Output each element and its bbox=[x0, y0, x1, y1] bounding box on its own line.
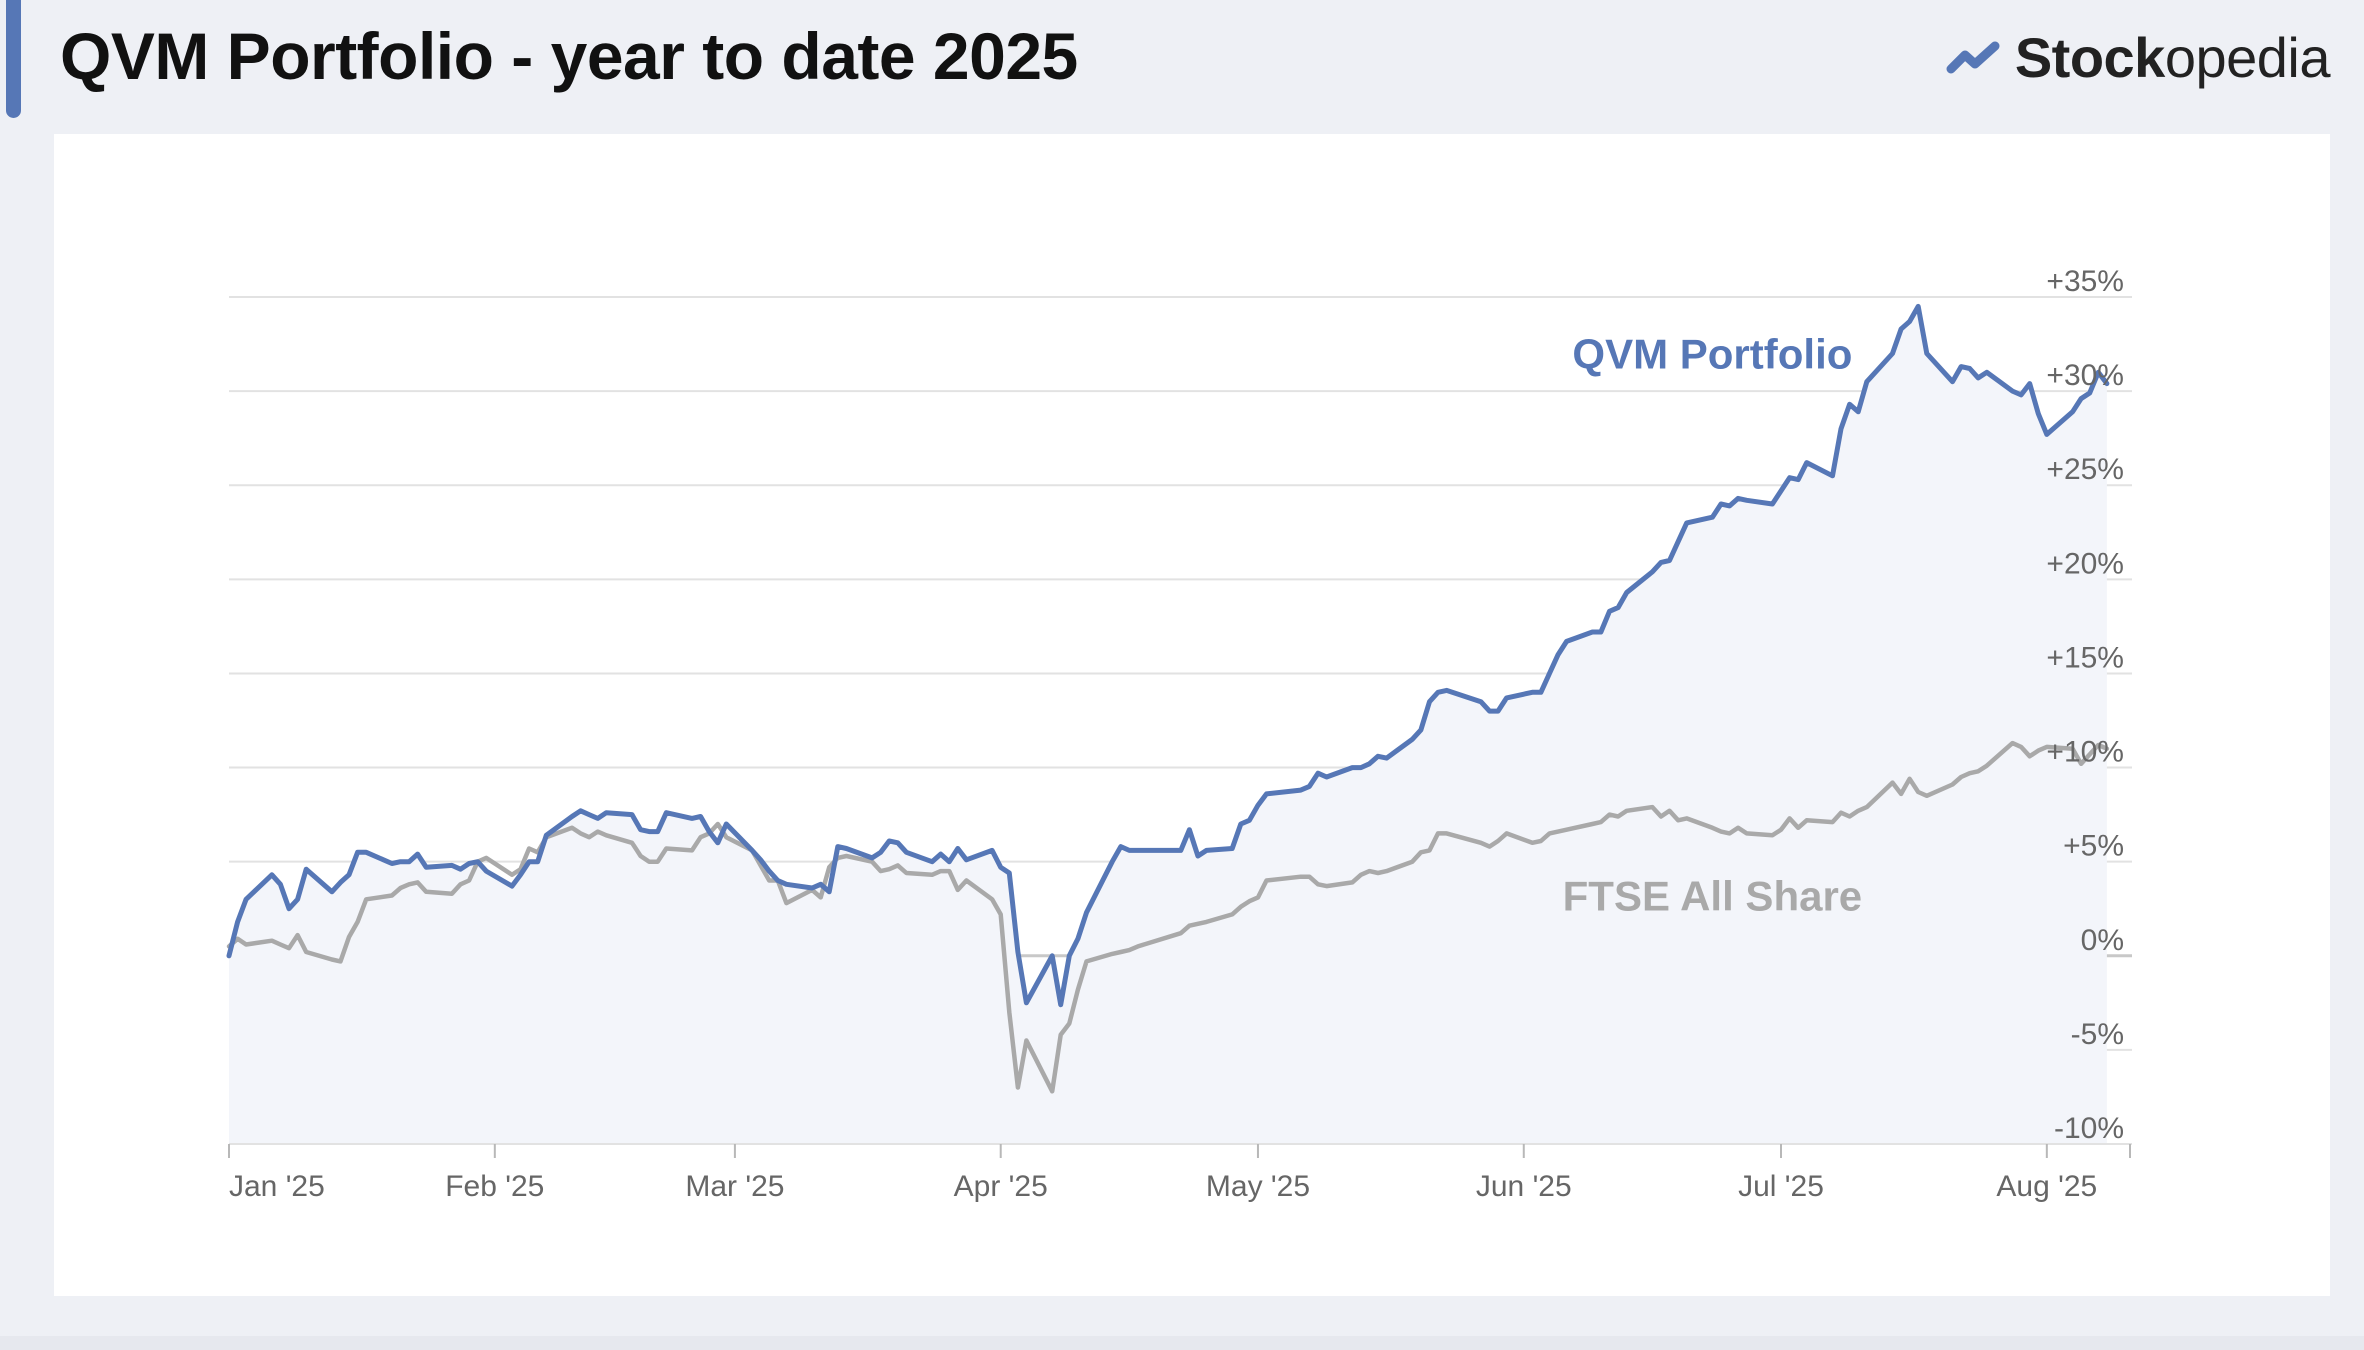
y-tick-label: -10% bbox=[2054, 1112, 2124, 1145]
series-line bbox=[226, 740, 2110, 1094]
y-tick-label: +20% bbox=[2046, 547, 2124, 580]
bottom-strip bbox=[0, 1336, 2364, 1350]
x-tick-label: Apr '25 bbox=[954, 1170, 1048, 1203]
y-tick-label: +30% bbox=[2046, 359, 2124, 392]
y-tick-label: 0% bbox=[2081, 924, 2124, 957]
x-tick-label: Aug '25 bbox=[1996, 1170, 2097, 1203]
brand-name: Stockopedia bbox=[2014, 25, 2331, 90]
x-tick-label: May '25 bbox=[1206, 1170, 1310, 1203]
x-tick-label: Mar '25 bbox=[685, 1170, 784, 1203]
y-tick-label: +15% bbox=[2046, 641, 2124, 674]
x-tick-label: Jun '25 bbox=[1476, 1170, 1572, 1203]
y-tick-label: +25% bbox=[2046, 453, 2124, 486]
x-tick-label: Jan '25 bbox=[229, 1170, 325, 1203]
x-tick-label: Jul '25 bbox=[1738, 1170, 1824, 1203]
performance-chart: +35% +30% +25% +20% +15% +10% +5% 0% -5% -10% Jan … bbox=[226, 265, 2132, 1203]
brand-name-regular: opedia bbox=[2164, 25, 2331, 89]
y-tick-label: -5% bbox=[2071, 1018, 2124, 1051]
page-title: QVM Portfolio - year to date 2025 bbox=[60, 19, 1078, 93]
benchmark-series-label: FTSE All Share bbox=[1563, 873, 1863, 920]
brand-name-bold: Stock bbox=[2014, 25, 2166, 89]
series-line bbox=[226, 303, 2110, 1008]
trend-line-icon bbox=[1946, 41, 2000, 74]
title-accent-bar bbox=[6, 0, 21, 118]
x-tick-label: Feb '25 bbox=[445, 1170, 544, 1203]
y-tick-label: +35% bbox=[2046, 265, 2124, 298]
y-tick-label: +10% bbox=[2046, 736, 2124, 769]
portfolio-series-label: QVM Portfolio bbox=[1572, 331, 1852, 378]
y-tick-label: +5% bbox=[2063, 830, 2124, 863]
series-area bbox=[229, 306, 2107, 1144]
brand-logo[interactable]: Stockopedia bbox=[1945, 22, 2331, 92]
chart-panel: +35% +30% +25% +20% +15% +10% +5% 0% -5% -10% Jan … bbox=[54, 134, 2330, 1296]
